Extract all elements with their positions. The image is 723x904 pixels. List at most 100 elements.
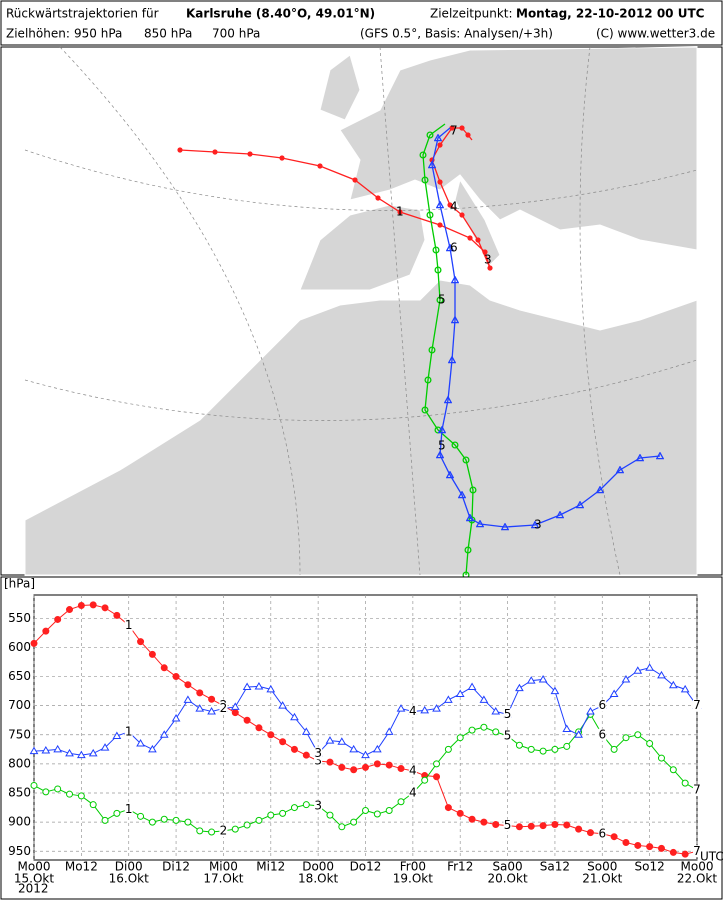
point: [563, 742, 571, 750]
point: [455, 689, 465, 698]
point: [66, 606, 74, 614]
curve-label-bg: [693, 699, 701, 712]
point: [137, 812, 145, 820]
point: [101, 604, 109, 612]
curve-label-bg: [219, 824, 228, 837]
model-info: (GFS 0.5°, Basis: Analysen/+3h): [360, 27, 553, 41]
curve-label-bg: [124, 725, 133, 738]
map-day-label: 7: [450, 124, 458, 138]
point: [680, 684, 690, 693]
curve-label-bg: [598, 728, 607, 741]
point: [208, 695, 216, 703]
curve-label-bg: [408, 787, 417, 800]
point: [184, 818, 192, 826]
point: [432, 704, 441, 712]
land-britain: [319, 54, 361, 121]
y-unit: [hPa]: [4, 577, 35, 591]
curve-label-bg: [124, 803, 133, 816]
point: [148, 650, 156, 658]
curve-label: 7: [693, 698, 701, 712]
curve-label-bg: [124, 619, 133, 632]
curve-label: 3: [314, 753, 322, 767]
y-tick-label: 850: [8, 786, 31, 800]
point: [468, 815, 476, 823]
y-tick-label: 600: [8, 640, 31, 654]
y-tick-label: 800: [8, 756, 31, 770]
point: [396, 704, 406, 712]
curve-label: 3: [314, 746, 322, 760]
x-date-label: 21.Okt: [582, 872, 622, 886]
point: [444, 695, 453, 703]
point: [89, 601, 97, 609]
point: [266, 684, 276, 693]
point: [551, 745, 559, 753]
map-day-label: 3: [484, 253, 492, 267]
point: [160, 815, 168, 823]
y-tick-label: 700: [8, 698, 31, 712]
chart-frame: [0, 576, 723, 900]
point: [444, 745, 452, 753]
x-unit: UTC: [700, 850, 723, 864]
point: [290, 745, 298, 753]
point: [30, 639, 38, 647]
point: [610, 833, 618, 841]
point: [622, 734, 630, 742]
point: [279, 809, 287, 817]
x-date-label: 22.Okt: [677, 872, 717, 886]
point: [53, 744, 63, 753]
point: [527, 822, 535, 830]
point: [290, 712, 299, 721]
point: [622, 839, 630, 847]
point: [634, 841, 642, 849]
point: [136, 739, 145, 747]
y-tick-label: 550: [8, 611, 31, 625]
point: [421, 776, 429, 784]
curve-label-bg: [503, 729, 512, 742]
point: [609, 689, 619, 698]
x-date-label: 19.Okt: [393, 872, 433, 886]
point: [338, 823, 346, 831]
curve-label: 6: [598, 727, 606, 741]
point: [563, 821, 571, 829]
curve-label: 2: [220, 823, 228, 837]
point: [278, 701, 287, 709]
y-tick-label: 900: [8, 815, 31, 829]
curve-label: 3: [314, 798, 322, 812]
point: [326, 811, 334, 819]
point: [515, 823, 523, 831]
point: [634, 731, 642, 739]
point: [290, 804, 298, 812]
point: [479, 695, 489, 703]
curve-label-bg: [693, 845, 701, 858]
point: [551, 820, 559, 828]
curve-label: 1: [125, 618, 133, 632]
point: [657, 754, 665, 762]
point: [302, 801, 310, 809]
curve-label: 1: [125, 802, 133, 816]
point: [350, 766, 358, 774]
map-day-labels: 1 3 4 7 5 3 5 6: [396, 124, 542, 532]
x-tick-label: Mi12: [256, 860, 285, 874]
point: [267, 731, 275, 739]
point: [338, 763, 346, 771]
curve-label: 6: [598, 826, 606, 840]
point: [362, 806, 369, 814]
point: [54, 785, 62, 793]
x-tick-label: Sa00: [492, 860, 522, 874]
point: [207, 706, 216, 715]
point: [668, 680, 678, 689]
point: [467, 682, 477, 691]
point: [171, 713, 181, 722]
point: [610, 745, 618, 753]
point: [527, 745, 535, 753]
header-box: [0, 0, 723, 46]
point: [385, 806, 393, 814]
x-tick-label: So12: [635, 860, 665, 874]
curve-label-bg: [503, 708, 512, 721]
curve-label-bg: [598, 699, 607, 712]
point: [480, 818, 488, 826]
point: [184, 681, 192, 689]
point: [196, 827, 204, 835]
x-tick-label: Di00: [115, 860, 143, 874]
